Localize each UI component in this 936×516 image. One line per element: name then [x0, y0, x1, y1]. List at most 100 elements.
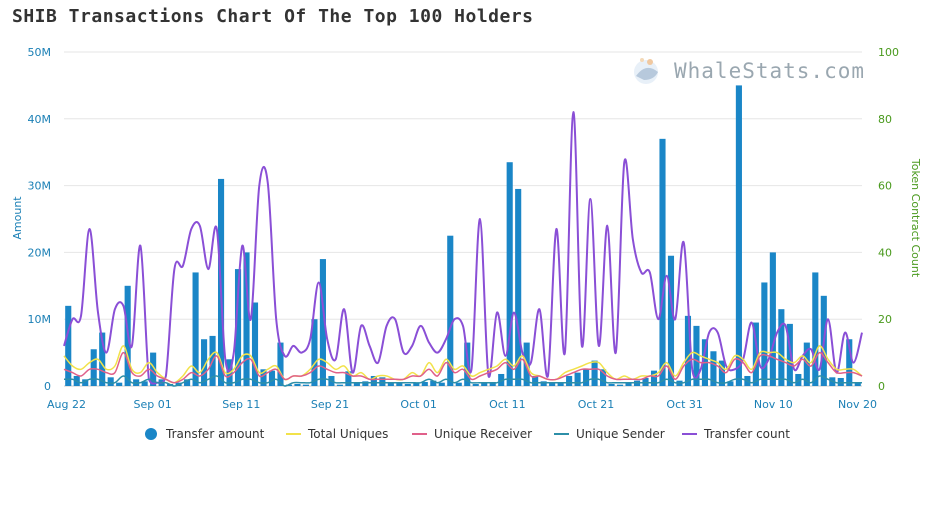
- right-tick-label: 80: [878, 113, 892, 126]
- bar-transfer-amount: [616, 384, 624, 386]
- x-tick-label: Sep 21: [311, 398, 349, 411]
- bar-transfer-amount: [421, 381, 428, 386]
- line-transfer-count: [63, 111, 863, 385]
- bar-transfer-amount: [667, 255, 675, 386]
- bar-transfer-amount: [846, 339, 853, 386]
- right-tick-label: 100: [878, 46, 899, 59]
- bar-transfer-amount: [319, 259, 326, 386]
- bar-transfer-amount: [761, 282, 768, 386]
- chart-title: SHIB Transactions Chart Of The Top 100 H…: [12, 6, 534, 27]
- bar-transfer-amount: [812, 272, 819, 386]
- watermark: WhaleStats.com: [634, 58, 865, 84]
- legend-label: Transfer amount: [165, 427, 265, 441]
- bar-transfer-amount: [837, 377, 844, 386]
- left-tick-label: 30M: [28, 180, 52, 193]
- bar-transfer-amount: [268, 370, 276, 386]
- bar-transfer-amount: [566, 375, 573, 386]
- line-unique-receiver: [63, 351, 863, 384]
- bar-transfer-amount: [447, 235, 454, 386]
- legend-dot-icon: [145, 428, 157, 440]
- bar-transfer-amount: [795, 373, 802, 386]
- line-total-uniques: [63, 345, 863, 384]
- legend-item: Total Uniques: [286, 427, 388, 441]
- whale-icon: [634, 58, 658, 84]
- line-series: [63, 111, 863, 387]
- bar-transfer-amount: [608, 383, 615, 386]
- right-tick-label: 0: [878, 380, 885, 393]
- bar-transfer-amount: [345, 371, 352, 386]
- bar-transfer-amount: [481, 382, 488, 386]
- bar-transfer-amount: [234, 269, 242, 386]
- bar-transfer-amount: [693, 325, 700, 386]
- bar-transfer-amount: [243, 252, 250, 386]
- legend-item: Unique Sender: [554, 427, 665, 441]
- bar-transfer-amount: [735, 85, 742, 387]
- left-tick-label: 20M: [28, 246, 52, 259]
- legend-label: Unique Receiver: [434, 427, 532, 441]
- bar-transfer-amount: [727, 381, 734, 386]
- right-axis-label: Token Contract Count: [909, 158, 922, 278]
- bar-transfer-amount: [370, 375, 377, 386]
- bar-transfer-amount: [430, 380, 437, 386]
- x-tick-label: Oct 21: [578, 398, 615, 411]
- bar-transfer-amount: [192, 272, 199, 386]
- legend-label: Transfer count: [703, 427, 790, 441]
- bar-transfer-amount: [786, 323, 793, 386]
- x-tick-label: Sep 11: [222, 398, 260, 411]
- bar-transfer-amount: [311, 319, 318, 386]
- left-axis-ticks: 0 10M 20M 30M 40M 50M: [28, 46, 52, 393]
- bar-transfer-amount: [549, 382, 556, 386]
- x-axis-ticks: Aug 22 Sep 01 Sep 11 Sep 21 Oct 01 Oct 11 Oct …: [47, 398, 877, 411]
- bar-transfer-amount: [472, 383, 479, 386]
- bar-transfer-amount: [659, 138, 666, 386]
- bar-transfer-amount: [99, 332, 106, 386]
- right-tick-label: 40: [878, 246, 892, 259]
- right-tick-label: 20: [878, 313, 892, 326]
- bar-transfer-amount: [600, 369, 607, 386]
- legend-label: Unique Sender: [576, 427, 665, 441]
- bar-transfer-amount: [353, 382, 360, 386]
- bar-transfer-amount: [404, 383, 411, 386]
- watermark-text: WhaleStats.com: [674, 59, 865, 83]
- x-tick-label: Sep 01: [134, 398, 172, 411]
- bar-transfer-amount: [302, 384, 310, 386]
- bar-transfer-amount: [294, 383, 301, 386]
- bar-transfer-amount: [650, 370, 658, 386]
- legend: Transfer amount Total Uniques Unique Recei…: [145, 427, 790, 441]
- bar-transfer-amount: [107, 377, 114, 386]
- bar-transfer-amount: [82, 379, 89, 386]
- bar-transfer-amount: [498, 373, 505, 386]
- bar-transfer-amount: [625, 382, 632, 386]
- bar-transfer-amount: [574, 372, 581, 386]
- left-axis-label: Amount: [11, 196, 24, 240]
- bar-transfer-amount: [150, 352, 157, 386]
- bar-transfer-amount: [684, 315, 692, 386]
- bar-transfer-amount: [769, 252, 776, 386]
- bar-transfer-amount: [396, 382, 403, 386]
- bar-transfer-amount: [455, 382, 462, 386]
- bar-transfer-amount: [854, 382, 861, 386]
- bar-transfer-amount: [803, 342, 810, 386]
- x-tick-label: Oct 11: [489, 398, 526, 411]
- bar-transfer-amount: [184, 379, 191, 386]
- left-tick-label: 0: [44, 380, 51, 393]
- x-tick-label: Oct 31: [666, 398, 703, 411]
- x-tick-label: Aug 22: [47, 398, 86, 411]
- left-tick-label: 10M: [28, 313, 52, 326]
- bar-transfer-amount: [336, 384, 343, 386]
- bar-transfer-amount: [752, 322, 759, 386]
- line-unique-sender: [63, 375, 862, 387]
- bar-transfer-amount: [438, 382, 445, 386]
- bar-transfer-amount: [710, 351, 717, 386]
- bar-transfer-amount: [90, 349, 97, 386]
- bar-transfer-amount: [362, 381, 369, 386]
- bar-transfer-amount: [413, 382, 420, 386]
- right-axis-ticks: 0 20 40 60 80 100: [878, 46, 899, 393]
- bar-transfer-amount: [379, 377, 386, 386]
- bar-transfer-amount: [506, 162, 513, 386]
- bar-transfer-amount: [515, 188, 522, 386]
- x-tick-label: Nov 20: [838, 398, 877, 411]
- bar-transfer-amount: [557, 382, 564, 386]
- legend-item: Unique Receiver: [412, 427, 532, 441]
